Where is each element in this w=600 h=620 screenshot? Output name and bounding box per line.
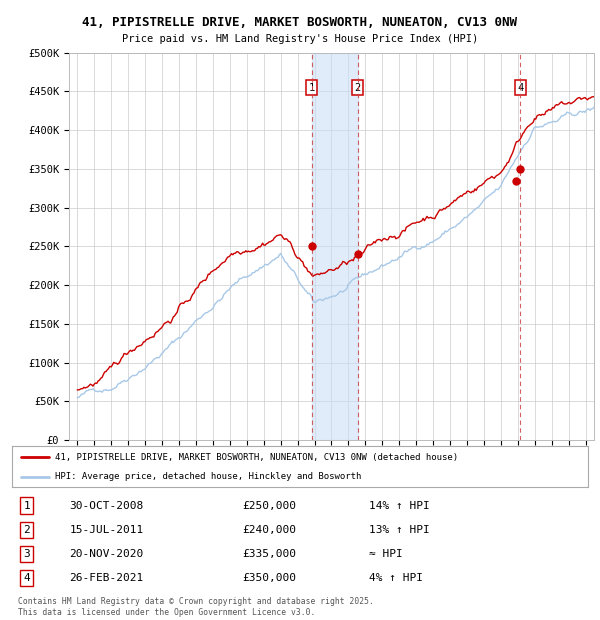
Text: Contains HM Land Registry data © Crown copyright and database right 2025.
This d: Contains HM Land Registry data © Crown c… [18, 598, 374, 617]
Text: 41, PIPISTRELLE DRIVE, MARKET BOSWORTH, NUNEATON, CV13 0NW: 41, PIPISTRELLE DRIVE, MARKET BOSWORTH, … [83, 16, 517, 29]
Text: £335,000: £335,000 [242, 549, 296, 559]
Text: 3: 3 [23, 549, 30, 559]
Text: 4% ↑ HPI: 4% ↑ HPI [369, 574, 423, 583]
Bar [311, 53, 358, 440]
Text: ≈ HPI: ≈ HPI [369, 549, 403, 559]
Text: 14% ↑ HPI: 14% ↑ HPI [369, 500, 430, 511]
Text: £240,000: £240,000 [242, 525, 296, 535]
Text: 13% ↑ HPI: 13% ↑ HPI [369, 525, 430, 535]
Text: 26-FEB-2021: 26-FEB-2021 [70, 574, 144, 583]
Text: 20-NOV-2020: 20-NOV-2020 [70, 549, 144, 559]
Text: 4: 4 [517, 82, 523, 92]
Text: 1: 1 [308, 82, 315, 92]
Text: HPI: Average price, detached house, Hinckley and Bosworth: HPI: Average price, detached house, Hinc… [55, 472, 362, 481]
Text: 2: 2 [355, 82, 361, 92]
Text: 41, PIPISTRELLE DRIVE, MARKET BOSWORTH, NUNEATON, CV13 0NW (detached house): 41, PIPISTRELLE DRIVE, MARKET BOSWORTH, … [55, 453, 458, 462]
Text: £350,000: £350,000 [242, 574, 296, 583]
Text: 4: 4 [23, 574, 30, 583]
Text: £250,000: £250,000 [242, 500, 296, 511]
Text: Price paid vs. HM Land Registry's House Price Index (HPI): Price paid vs. HM Land Registry's House … [122, 34, 478, 44]
Text: 30-OCT-2008: 30-OCT-2008 [70, 500, 144, 511]
Text: 1: 1 [23, 500, 30, 511]
Text: 15-JUL-2011: 15-JUL-2011 [70, 525, 144, 535]
Text: 2: 2 [23, 525, 30, 535]
